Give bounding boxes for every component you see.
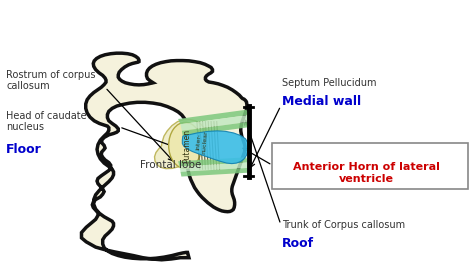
- Polygon shape: [182, 121, 251, 136]
- Polygon shape: [181, 115, 250, 131]
- Text: Head of caudate
nucleus: Head of caudate nucleus: [6, 111, 87, 132]
- Text: Septum Pellucidum: Septum Pellucidum: [282, 78, 376, 88]
- Polygon shape: [180, 163, 249, 172]
- Polygon shape: [155, 120, 206, 169]
- Polygon shape: [178, 157, 248, 167]
- Text: Trunk of Corpus callosum: Trunk of Corpus callosum: [282, 220, 405, 230]
- Text: Floor: Floor: [6, 143, 42, 156]
- Text: Medial wall: Medial wall: [282, 95, 361, 108]
- Ellipse shape: [169, 122, 201, 168]
- Text: Frontal lobe: Frontal lobe: [140, 160, 202, 170]
- Bar: [273, 143, 468, 189]
- Text: Roof: Roof: [282, 237, 314, 250]
- Polygon shape: [182, 131, 248, 164]
- Text: Rostrum of corpus
callosum: Rostrum of corpus callosum: [6, 70, 96, 92]
- Text: Putamen: Putamen: [182, 129, 191, 163]
- Polygon shape: [178, 110, 249, 124]
- Polygon shape: [82, 53, 247, 260]
- Text: Anterior Horn of lateral
ventricle: Anterior Horn of lateral ventricle: [293, 162, 440, 184]
- Polygon shape: [181, 168, 250, 176]
- Text: Inter-
nuclear: Inter- nuclear: [195, 129, 208, 154]
